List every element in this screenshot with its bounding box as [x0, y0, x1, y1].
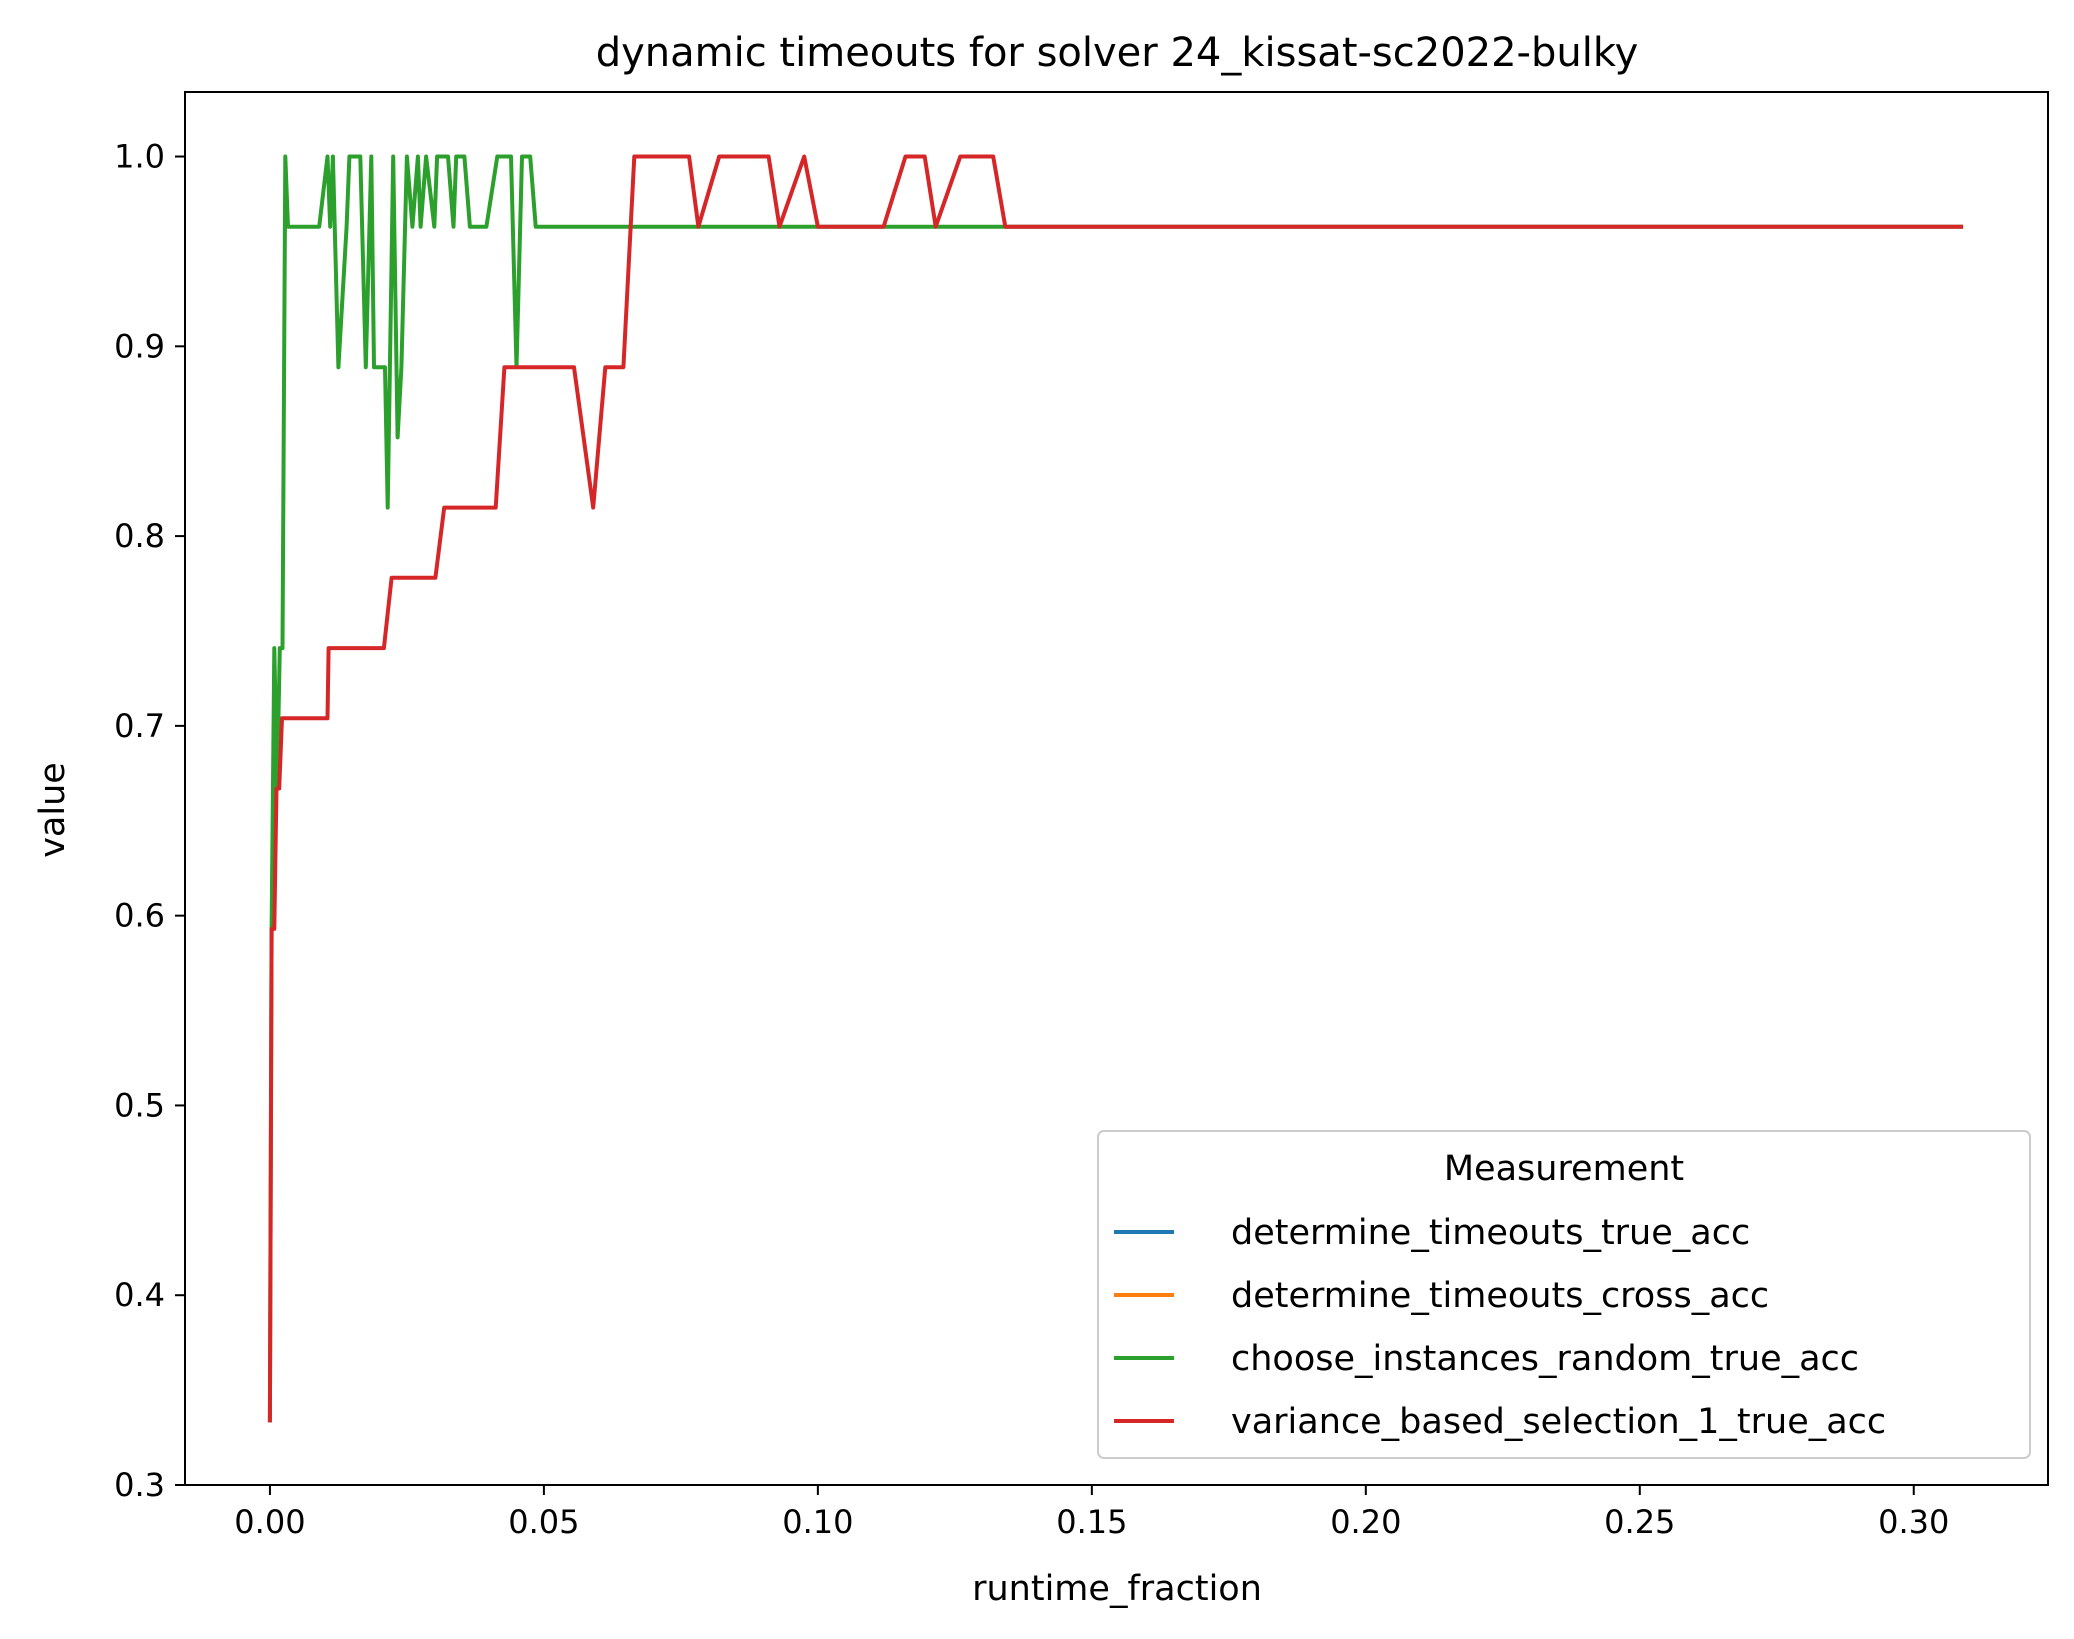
- chart-title: dynamic timeouts for solver 24_kissat-sc…: [596, 30, 1639, 76]
- x-tick-label: 0.10: [782, 1503, 853, 1541]
- y-axis: 0.3 0.4 0.5 0.6 0.7 0.8 0.9 1.0: [114, 138, 185, 1504]
- legend-label: choose_instances_random_true_acc: [1231, 1339, 1859, 1379]
- x-tick-label: 0.15: [1056, 1503, 1127, 1541]
- y-tick-label: 0.3: [114, 1466, 165, 1504]
- y-tick-label: 0.9: [114, 327, 165, 365]
- y-tick-label: 0.7: [114, 707, 165, 745]
- legend-label: determine_timeouts_true_acc: [1231, 1213, 1750, 1253]
- x-axis-label: runtime_fraction: [972, 1569, 1262, 1609]
- x-tick-label: 0.30: [1878, 1503, 1949, 1541]
- series-line-2: [267, 154, 1964, 1423]
- x-tick-label: 0.05: [508, 1503, 579, 1541]
- x-axis: 0.00 0.05 0.10 0.15 0.20 0.25 0.30: [234, 1485, 1949, 1541]
- x-tick-label: 0.25: [1604, 1503, 1675, 1541]
- axes-frame: [184, 91, 2049, 1486]
- y-tick-label: 0.8: [114, 517, 165, 555]
- x-tick-label: 0.00: [234, 1503, 305, 1541]
- legend-label: determine_timeouts_cross_acc: [1231, 1276, 1769, 1316]
- legend: Measurement determine_timeouts_true_accde…: [1097, 1130, 2031, 1459]
- y-tick-label: 0.5: [114, 1086, 165, 1124]
- y-tick-label: 1.0: [114, 138, 165, 176]
- legend-box: [1097, 1130, 2031, 1459]
- x-tick-label: 0.20: [1330, 1503, 1401, 1541]
- series-line-3: [267, 154, 1964, 1423]
- y-axis-label: value: [33, 762, 73, 858]
- plot-area: [184, 91, 2049, 1486]
- y-tick-label: 0.4: [114, 1276, 165, 1314]
- legend-title: Measurement: [1444, 1149, 1684, 1189]
- y-tick-label: 0.6: [114, 897, 165, 935]
- legend-label: variance_based_selection_1_true_acc: [1231, 1402, 1886, 1442]
